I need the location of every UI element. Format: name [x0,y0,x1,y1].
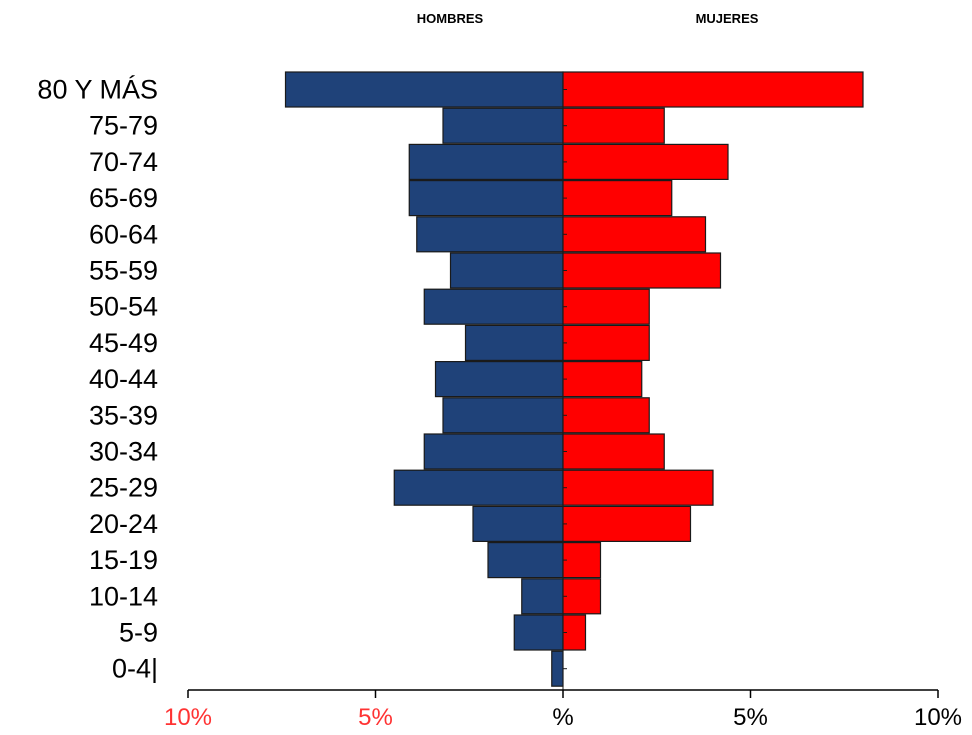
category-label: 0-4| [112,654,158,684]
bar-mujeres-0 [562,71,864,108]
bar-hombres-5 [449,252,564,289]
bar-hombres-11 [393,469,564,506]
bar-hombres-2 [408,143,564,180]
bar-mujeres-11 [562,469,714,506]
category-labels: 80 Y MÁS 75-79 70-74 65-69 60-64 55-59 50-54 45… [37,75,158,684]
mujeres-header: MUJERES [696,11,759,26]
category-label: 10-14 [89,581,158,611]
bar-hombres-9 [442,397,564,434]
category-label: 60-64 [89,219,158,249]
category-label: 65-69 [89,183,158,213]
bar-mujeres-4 [562,216,707,253]
bar-hombres-13 [487,541,564,579]
category-label: 50-54 [89,292,158,322]
bar-hombres-10 [423,433,564,470]
bar-hombres-8 [434,361,564,398]
bar-mujeres-8 [562,361,643,398]
bars-group [284,71,864,690]
bar-hombres-1 [442,107,564,144]
bar-hombres-12 [472,505,564,542]
category-label: 80 Y MÁS [37,75,158,105]
bar-mujeres-1 [562,107,665,144]
category-label: 40-44 [89,364,158,394]
bar-hombres-4 [416,216,564,253]
bar-mujeres-7 [562,324,650,361]
bar-hombres-14 [521,578,564,615]
bar-hombres-7 [464,324,564,361]
category-label: 45-49 [89,328,158,358]
x-tick-label: % [552,704,573,731]
category-label: 35-39 [89,400,158,430]
category-label: 20-24 [89,509,158,539]
bar-mujeres-5 [562,252,722,289]
bar-mujeres-14 [562,578,602,615]
x-tick-label: 5% [733,704,768,731]
category-label: 25-29 [89,473,158,503]
bar-mujeres-12 [562,505,692,542]
bar-hombres-6 [423,288,564,325]
x-tick-label: 10% [164,704,212,731]
bar-hombres-0 [284,71,564,108]
bar-hombres-16 [551,650,564,687]
category-label: 75-79 [89,111,158,141]
category-label: 55-59 [89,256,158,286]
x-tick-label: 5% [358,704,393,731]
x-tick-label: 10% [914,704,962,731]
bar-hombres-15 [513,614,564,651]
bar-mujeres-9 [562,397,650,434]
bar-mujeres-13 [562,541,602,579]
category-label: 70-74 [89,147,158,177]
category-label: 15-19 [89,545,158,575]
bar-mujeres-3 [562,180,673,217]
bar-hombres-3 [408,180,564,217]
category-label: 30-34 [89,437,158,467]
bar-mujeres-2 [562,143,729,180]
x-axis: 10% 5%% 5% 10% [164,689,962,731]
category-label: 5-9 [119,618,158,648]
hombres-header: HOMBRES [417,11,484,26]
bar-mujeres-6 [562,288,650,325]
bar-mujeres-10 [562,433,665,470]
